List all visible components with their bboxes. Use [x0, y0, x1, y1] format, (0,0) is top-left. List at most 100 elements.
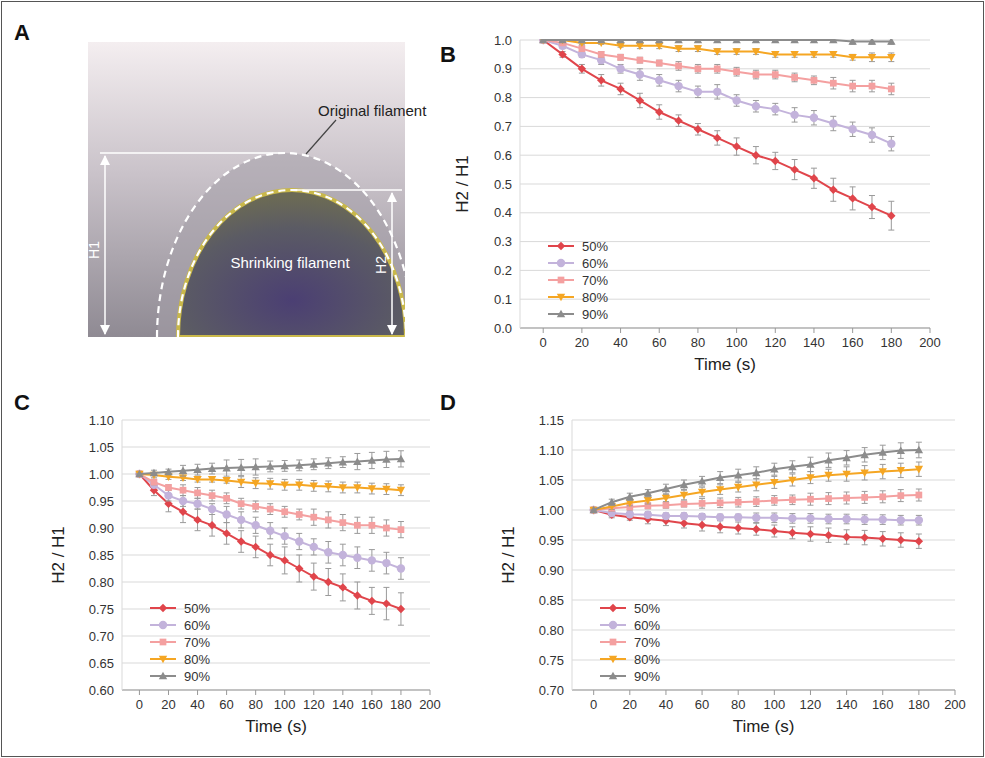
x-tick-label: 20	[161, 697, 175, 712]
error-bar	[618, 54, 624, 60]
x-tick-label: 0	[590, 697, 597, 712]
data-point	[222, 477, 230, 485]
grid-line	[122, 609, 430, 610]
data-point	[680, 492, 688, 500]
chart: B0.00.10.20.30.40.50.60.70.80.91.0020406…	[440, 33, 941, 375]
series-line	[543, 40, 891, 216]
outline-dashed	[178, 190, 405, 337]
y-tick-label: 0.75	[539, 653, 564, 668]
data-point	[382, 599, 390, 607]
x-tick	[775, 328, 776, 333]
legend-label: 70%	[634, 635, 660, 650]
data-point	[752, 481, 760, 489]
data-point	[674, 82, 682, 90]
y-tick-label: 0.95	[89, 494, 114, 509]
data-point	[860, 451, 868, 459]
data-point	[848, 194, 856, 202]
data-point	[752, 514, 760, 522]
data-point	[915, 446, 923, 454]
data-point	[644, 489, 652, 497]
error-bar	[224, 493, 230, 504]
x-tick-label: 100	[726, 335, 748, 350]
legend-marker	[557, 310, 565, 318]
x-axis-title: Time (s)	[245, 717, 307, 736]
data-point	[790, 165, 798, 173]
data-point	[868, 39, 876, 45]
x-tick-label: 140	[332, 697, 354, 712]
data-point	[266, 551, 274, 559]
y-tick-label: 0.90	[539, 563, 564, 578]
error-bar	[826, 493, 832, 505]
error-bar	[282, 506, 288, 517]
legend-label: 70%	[582, 273, 608, 288]
legend-marker	[557, 294, 565, 302]
x-tick	[226, 690, 227, 695]
x-tick-label: 140	[803, 335, 825, 350]
x-tick-label: 60	[219, 697, 233, 712]
x-tick-label: 120	[764, 335, 786, 350]
y-tick-label: 0.6	[494, 148, 512, 163]
data-point	[810, 114, 818, 122]
x-tick	[168, 690, 169, 695]
legend: 50%60%70%80%90%	[150, 601, 210, 684]
legend-marker	[609, 656, 617, 664]
error-bar	[753, 497, 759, 507]
data-point	[164, 491, 172, 499]
y-tick-label: 0.2	[494, 263, 512, 278]
grid-line	[122, 582, 430, 583]
x-tick	[702, 690, 703, 695]
grid-line	[572, 660, 955, 661]
x-tick-label: 80	[731, 697, 745, 712]
x-tick	[620, 328, 621, 333]
y-tick-label: 1.00	[539, 503, 564, 518]
y-tick-label: 1.10	[89, 413, 114, 428]
data-point	[810, 51, 818, 59]
data-point	[732, 96, 740, 104]
original-filament	[157, 153, 405, 337]
error-bar	[772, 70, 778, 79]
data-point	[790, 51, 798, 59]
y-tick-label: 0.85	[539, 593, 564, 608]
data-point	[382, 559, 390, 567]
error-bar	[325, 512, 331, 528]
data-point	[698, 477, 706, 485]
error-bar	[311, 509, 317, 525]
data-point	[179, 508, 187, 516]
data-point	[674, 116, 682, 124]
data-point	[888, 86, 895, 93]
grid-line	[572, 480, 955, 481]
data-point	[295, 461, 303, 469]
error-bar	[717, 498, 723, 508]
data-point	[208, 505, 216, 513]
error-bar	[296, 509, 302, 520]
x-tick-label: 100	[274, 697, 296, 712]
x-tick-label: 40	[190, 697, 204, 712]
data-point	[266, 527, 274, 535]
error-bar	[714, 64, 720, 73]
x-tick	[930, 328, 931, 333]
data-point	[860, 469, 868, 477]
error-bar	[869, 80, 875, 92]
y-tick-label: 0.65	[89, 656, 114, 671]
legend: 50%60%70%80%90%	[548, 239, 608, 322]
data-point	[843, 495, 850, 502]
y-axis	[520, 40, 521, 328]
data-point	[698, 521, 706, 529]
grid-line	[520, 155, 930, 156]
data-point	[589, 506, 597, 514]
legend: 50%60%70%80%90%	[600, 601, 660, 684]
legend-marker	[557, 259, 565, 267]
data-point	[714, 65, 721, 72]
error-bar	[898, 490, 904, 502]
panel-letter: B	[440, 42, 456, 67]
data-point	[616, 85, 624, 93]
x-tick	[139, 690, 140, 695]
error-bar	[598, 52, 604, 58]
data-point	[295, 537, 303, 545]
x-tick	[371, 690, 372, 695]
series-line	[543, 40, 891, 144]
data-point	[887, 54, 895, 62]
x-tick	[738, 690, 739, 695]
y-tick-label: 1.0	[494, 33, 512, 48]
data-point	[752, 39, 760, 43]
